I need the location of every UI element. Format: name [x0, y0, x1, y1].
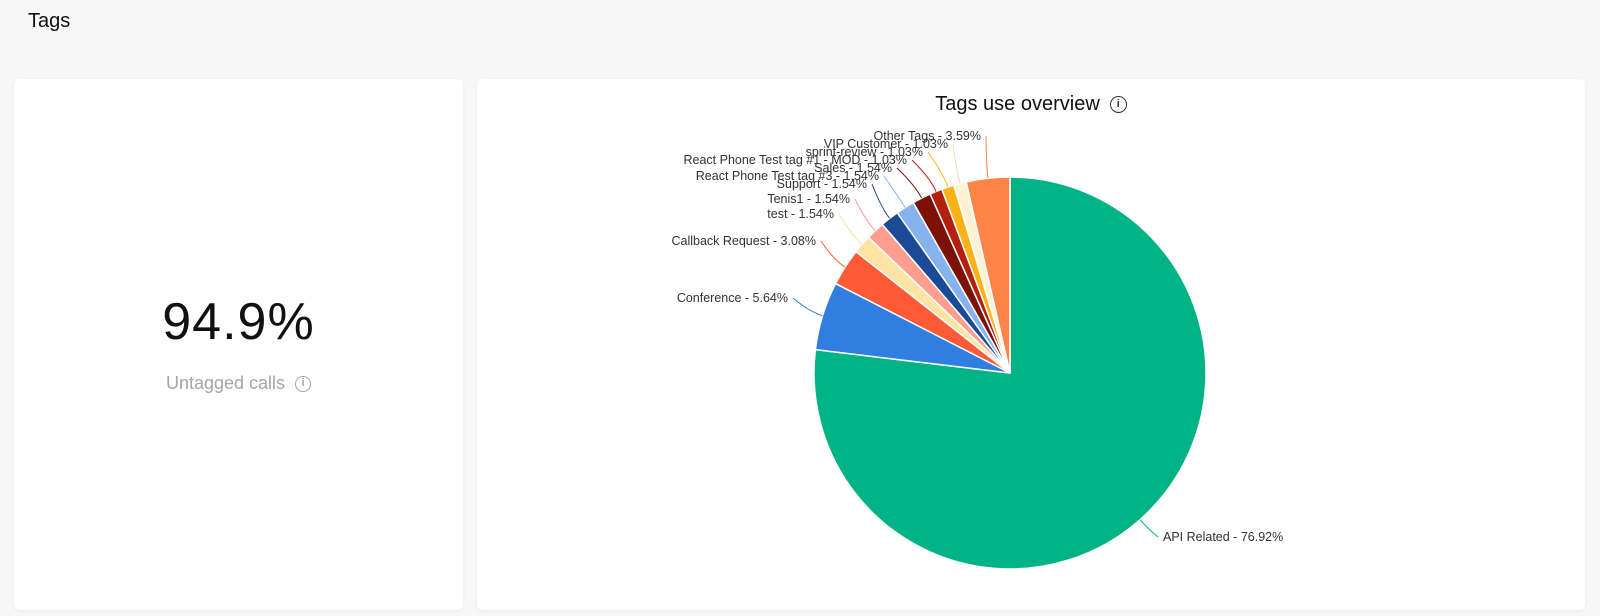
pie-label-connector	[896, 167, 923, 199]
pie-label-connector	[927, 151, 949, 188]
pie-slice-label: test - 1.54%	[767, 207, 834, 221]
pie-slice-label: React Phone Test tag #3 - 1.54%	[696, 169, 879, 183]
info-icon[interactable]: i	[1109, 96, 1127, 113]
chart-title-row: Tags use overview i	[477, 93, 1585, 116]
pie-label-connector	[854, 198, 876, 232]
pie-label-connector	[911, 159, 937, 192]
tags-overview-card: Tags use overview i API Related - 76.92%…	[477, 79, 1585, 610]
untagged-calls-label: Untagged calls	[165, 373, 286, 393]
untagged-calls-card: 94.9% Untagged calls i	[14, 79, 463, 610]
untagged-calls-label-row: Untagged calls i	[14, 373, 463, 394]
pie-slice-label: sprint-review - 1.03%	[806, 145, 923, 159]
page-title: Tags	[28, 10, 71, 32]
info-icon[interactable]: i	[295, 375, 312, 392]
pie-label-connector	[883, 175, 906, 208]
pie-slice-label: Other Tags - 3.59%	[874, 129, 981, 143]
pie-label-connector	[1139, 519, 1159, 538]
pie-label-connector	[952, 143, 961, 184]
pie-slice-label: VIP Customer - 1.03%	[824, 137, 948, 151]
pie-label-connector	[871, 183, 890, 219]
pie-slice-label: API Related - 76.92%	[1163, 530, 1283, 544]
pie-slice-label: Conference - 5.64%	[677, 291, 788, 305]
pie-slice-label: Sales - 1.54%	[814, 161, 892, 175]
pie-slice-label: Tenis1 - 1.54%	[767, 192, 850, 206]
pie-slice-label: React Phone Test tag #1 - MOD - 1.03%	[684, 153, 908, 167]
pie-label-connector	[985, 135, 989, 179]
pie-slice-label: Support - 1.54%	[777, 177, 867, 191]
pie-label-connector	[820, 240, 846, 268]
tags-pie-chart: API Related - 76.92% Conference - 5.64% Ca…	[671, 129, 1283, 570]
pie-label-connector	[838, 213, 863, 245]
untagged-percentage: 94.9%	[162, 293, 315, 351]
pie-label-connector	[792, 297, 823, 317]
pie-slice-label: Callback Request - 3.08%	[671, 234, 816, 248]
chart-title: Tags use overview	[935, 93, 1100, 115]
